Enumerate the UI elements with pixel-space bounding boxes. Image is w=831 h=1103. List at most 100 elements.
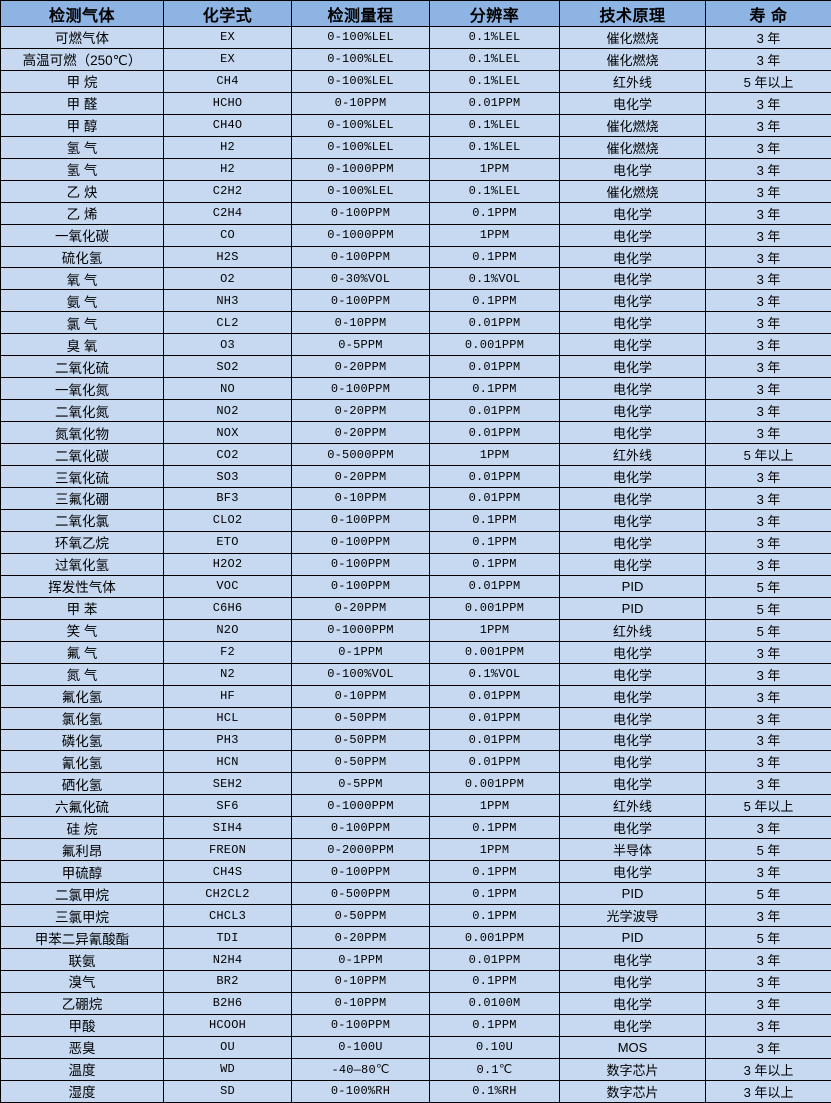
cell-lifespan: 5 年以上 — [706, 70, 831, 92]
cell-range: 0-50PPM — [292, 751, 430, 773]
cell-formula: H2S — [164, 246, 292, 268]
cell-lifespan: 3 年 — [706, 707, 831, 729]
cell-resolution: 0.01PPM — [430, 707, 560, 729]
cell-technology: 电化学 — [560, 312, 706, 334]
cell-gas-name: 氮 气 — [1, 663, 164, 685]
cell-gas-name: 笑 气 — [1, 619, 164, 641]
cell-formula: SEH2 — [164, 773, 292, 795]
cell-formula: NOX — [164, 422, 292, 444]
cell-technology: 电化学 — [560, 334, 706, 356]
cell-resolution: 0.01PPM — [430, 356, 560, 378]
table-header: 检测气体 化学式 检测量程 分辨率 技术原理 寿 命 — [1, 1, 831, 27]
cell-formula: PH3 — [164, 729, 292, 751]
cell-formula: C2H2 — [164, 180, 292, 202]
cell-technology: 电化学 — [560, 970, 706, 992]
cell-gas-name: 氢 气 — [1, 136, 164, 158]
cell-lifespan: 5 年以上 — [706, 795, 831, 817]
cell-formula: SD — [164, 1080, 292, 1102]
cell-lifespan: 3 年 — [706, 224, 831, 246]
cell-gas-name: 三氯甲烷 — [1, 905, 164, 927]
cell-formula: HCN — [164, 751, 292, 773]
cell-gas-name: 甲酸 — [1, 1014, 164, 1036]
cell-formula: ETO — [164, 531, 292, 553]
cell-formula: WD — [164, 1058, 292, 1080]
cell-gas-name: 硫化氢 — [1, 246, 164, 268]
cell-formula: HCOOH — [164, 1014, 292, 1036]
cell-lifespan: 3 年 — [706, 970, 831, 992]
cell-gas-name: 氨 气 — [1, 290, 164, 312]
cell-formula: O3 — [164, 334, 292, 356]
cell-formula: CO2 — [164, 444, 292, 466]
cell-resolution: 0.01PPM — [430, 312, 560, 334]
cell-resolution: 1PPM — [430, 619, 560, 641]
cell-technology: 催化燃烧 — [560, 48, 706, 70]
cell-formula: SIH4 — [164, 817, 292, 839]
cell-range: 0-10PPM — [292, 92, 430, 114]
cell-range: 0-1000PPM — [292, 619, 430, 641]
cell-formula: BR2 — [164, 970, 292, 992]
cell-lifespan: 3 年 — [706, 466, 831, 488]
cell-lifespan: 5 年 — [706, 575, 831, 597]
cell-formula: C2H4 — [164, 202, 292, 224]
cell-resolution: 0.1℃ — [430, 1058, 560, 1080]
cell-technology: 电化学 — [560, 422, 706, 444]
cell-technology: 光学波导 — [560, 905, 706, 927]
cell-technology: 电化学 — [560, 488, 706, 510]
cell-formula: SO2 — [164, 356, 292, 378]
cell-gas-name: 乙 炔 — [1, 180, 164, 202]
cell-formula: CH2CL2 — [164, 883, 292, 905]
cell-formula: NO2 — [164, 400, 292, 422]
cell-resolution: 0.1PPM — [430, 378, 560, 400]
cell-gas-name: 溴气 — [1, 970, 164, 992]
cell-lifespan: 3 年 — [706, 246, 831, 268]
cell-formula: CH4 — [164, 70, 292, 92]
cell-lifespan: 3 年 — [706, 290, 831, 312]
cell-formula: CHCL3 — [164, 905, 292, 927]
cell-lifespan: 3 年 — [706, 356, 831, 378]
cell-technology: PID — [560, 597, 706, 619]
cell-gas-name: 氯 气 — [1, 312, 164, 334]
cell-formula: OU — [164, 1036, 292, 1058]
cell-resolution: 1PPM — [430, 795, 560, 817]
cell-technology: 电化学 — [560, 553, 706, 575]
cell-resolution: 0.1PPM — [430, 202, 560, 224]
cell-gas-name: 六氟化硫 — [1, 795, 164, 817]
cell-lifespan: 3 年 — [706, 1014, 831, 1036]
cell-resolution: 0.1%VOL — [430, 663, 560, 685]
cell-technology: 电化学 — [560, 773, 706, 795]
cell-range: 0-100%VOL — [292, 663, 430, 685]
cell-lifespan: 5 年 — [706, 927, 831, 949]
cell-formula: TDI — [164, 927, 292, 949]
cell-resolution: 0.1PPM — [430, 861, 560, 883]
cell-lifespan: 3 年 — [706, 378, 831, 400]
cell-lifespan: 3 年 — [706, 158, 831, 180]
column-header-technology: 技术原理 — [560, 1, 706, 27]
cell-lifespan: 3 年 — [706, 992, 831, 1014]
cell-lifespan: 3 年 — [706, 861, 831, 883]
cell-technology: 电化学 — [560, 861, 706, 883]
cell-technology: 电化学 — [560, 202, 706, 224]
cell-range: 0-100PPM — [292, 575, 430, 597]
cell-resolution: 0.01PPM — [430, 400, 560, 422]
cell-resolution: 0.1PPM — [430, 905, 560, 927]
cell-formula: HCL — [164, 707, 292, 729]
cell-lifespan: 3 年 — [706, 949, 831, 971]
cell-resolution: 0.1%LEL — [430, 70, 560, 92]
cell-formula: CH4S — [164, 861, 292, 883]
cell-resolution: 1PPM — [430, 839, 560, 861]
cell-range: 0-20PPM — [292, 927, 430, 949]
cell-range: 0-100PPM — [292, 531, 430, 553]
